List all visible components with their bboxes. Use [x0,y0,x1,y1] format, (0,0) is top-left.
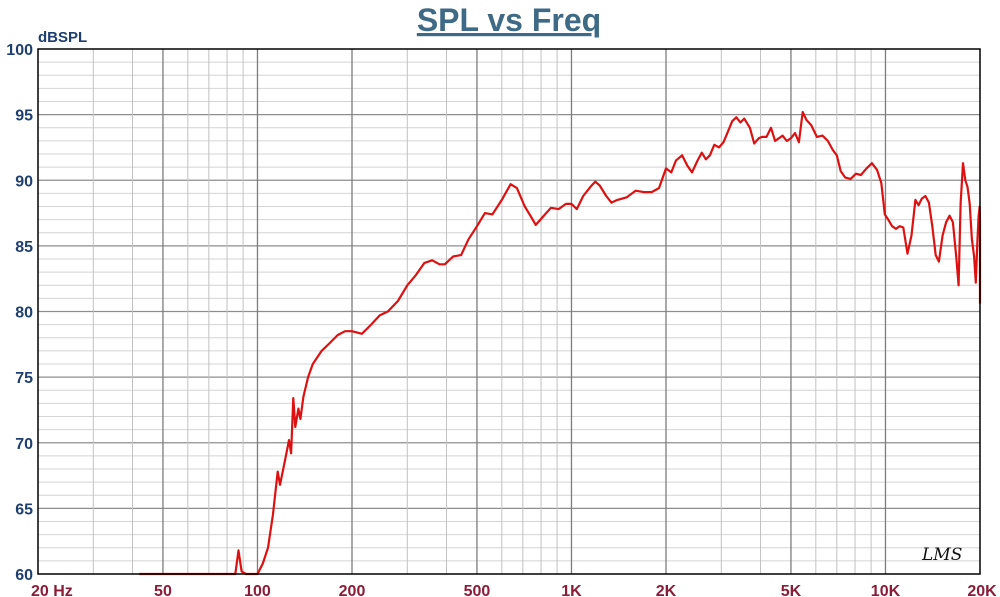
y-tick-label: 75 [15,370,33,387]
x-tick-labels: 20 Hz 50 100 200 500 1K 2K 5K 10K 20K [31,583,997,597]
y-tick-labels: 60 65 70 75 80 85 90 95 100 [6,42,33,584]
y-tick-label: 80 [15,305,33,322]
x-tick-label: 20 Hz [31,583,73,597]
y-tick-label: 70 [15,436,33,453]
y-tick-label: 85 [15,239,33,256]
x-tick-label: 1K [561,583,582,597]
y-axis-label: dBSPL [38,29,87,46]
series-layer [139,110,982,576]
x-tick-label: 2K [656,583,677,597]
x-tick-label: 200 [339,583,366,597]
lms-logo: LMS [921,545,962,565]
chart-title: SPL vs Freq [417,2,601,38]
x-tick-label: 100 [244,583,271,597]
y-tick-label: 90 [15,173,33,190]
x-tick-label: 20K [967,583,997,597]
y-tick-label: 100 [6,42,33,59]
grid [38,49,980,574]
x-tick-label: 10K [871,583,901,597]
x-tick-label: 500 [464,583,491,597]
y-tick-label: 95 [15,108,33,125]
x-tick-label: 5K [781,583,802,597]
y-tick-label: 60 [15,567,33,584]
spl-curve [139,110,982,576]
y-tick-label: 65 [15,501,33,518]
x-tick-label: 50 [154,583,172,597]
plot-frame [37,48,981,575]
